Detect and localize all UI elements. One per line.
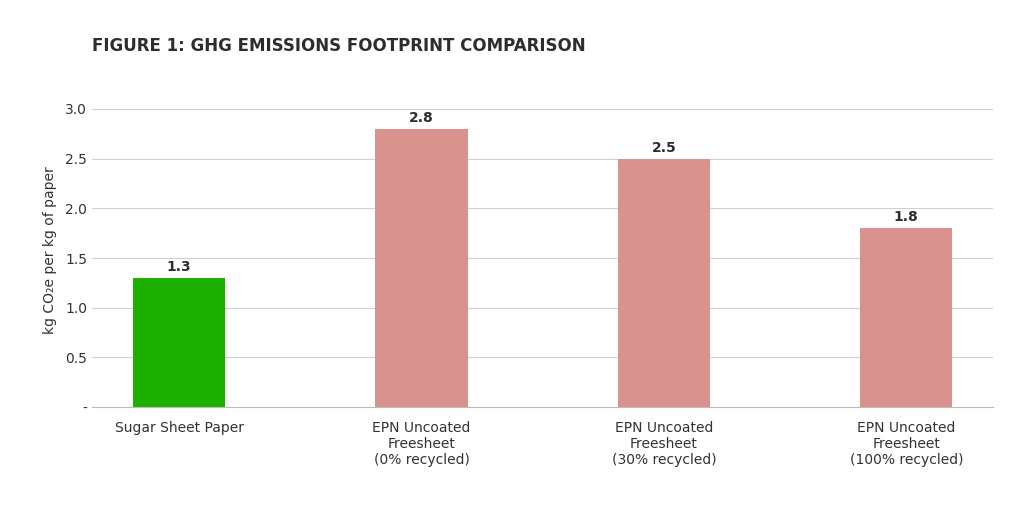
Text: 2.8: 2.8: [410, 111, 434, 125]
Bar: [860, 228, 952, 407]
Text: 1.3: 1.3: [167, 260, 191, 274]
Text: 1.8: 1.8: [894, 210, 919, 224]
Y-axis label: kg CO₂e per kg of paper: kg CO₂e per kg of paper: [43, 167, 57, 335]
Text: FIGURE 1: GHG EMISSIONS FOOTPRINT COMPARISON: FIGURE 1: GHG EMISSIONS FOOTPRINT COMPAR…: [92, 37, 586, 54]
Text: 2.5: 2.5: [651, 140, 676, 155]
Bar: [133, 278, 225, 407]
Bar: [617, 159, 710, 407]
Bar: [376, 129, 468, 407]
